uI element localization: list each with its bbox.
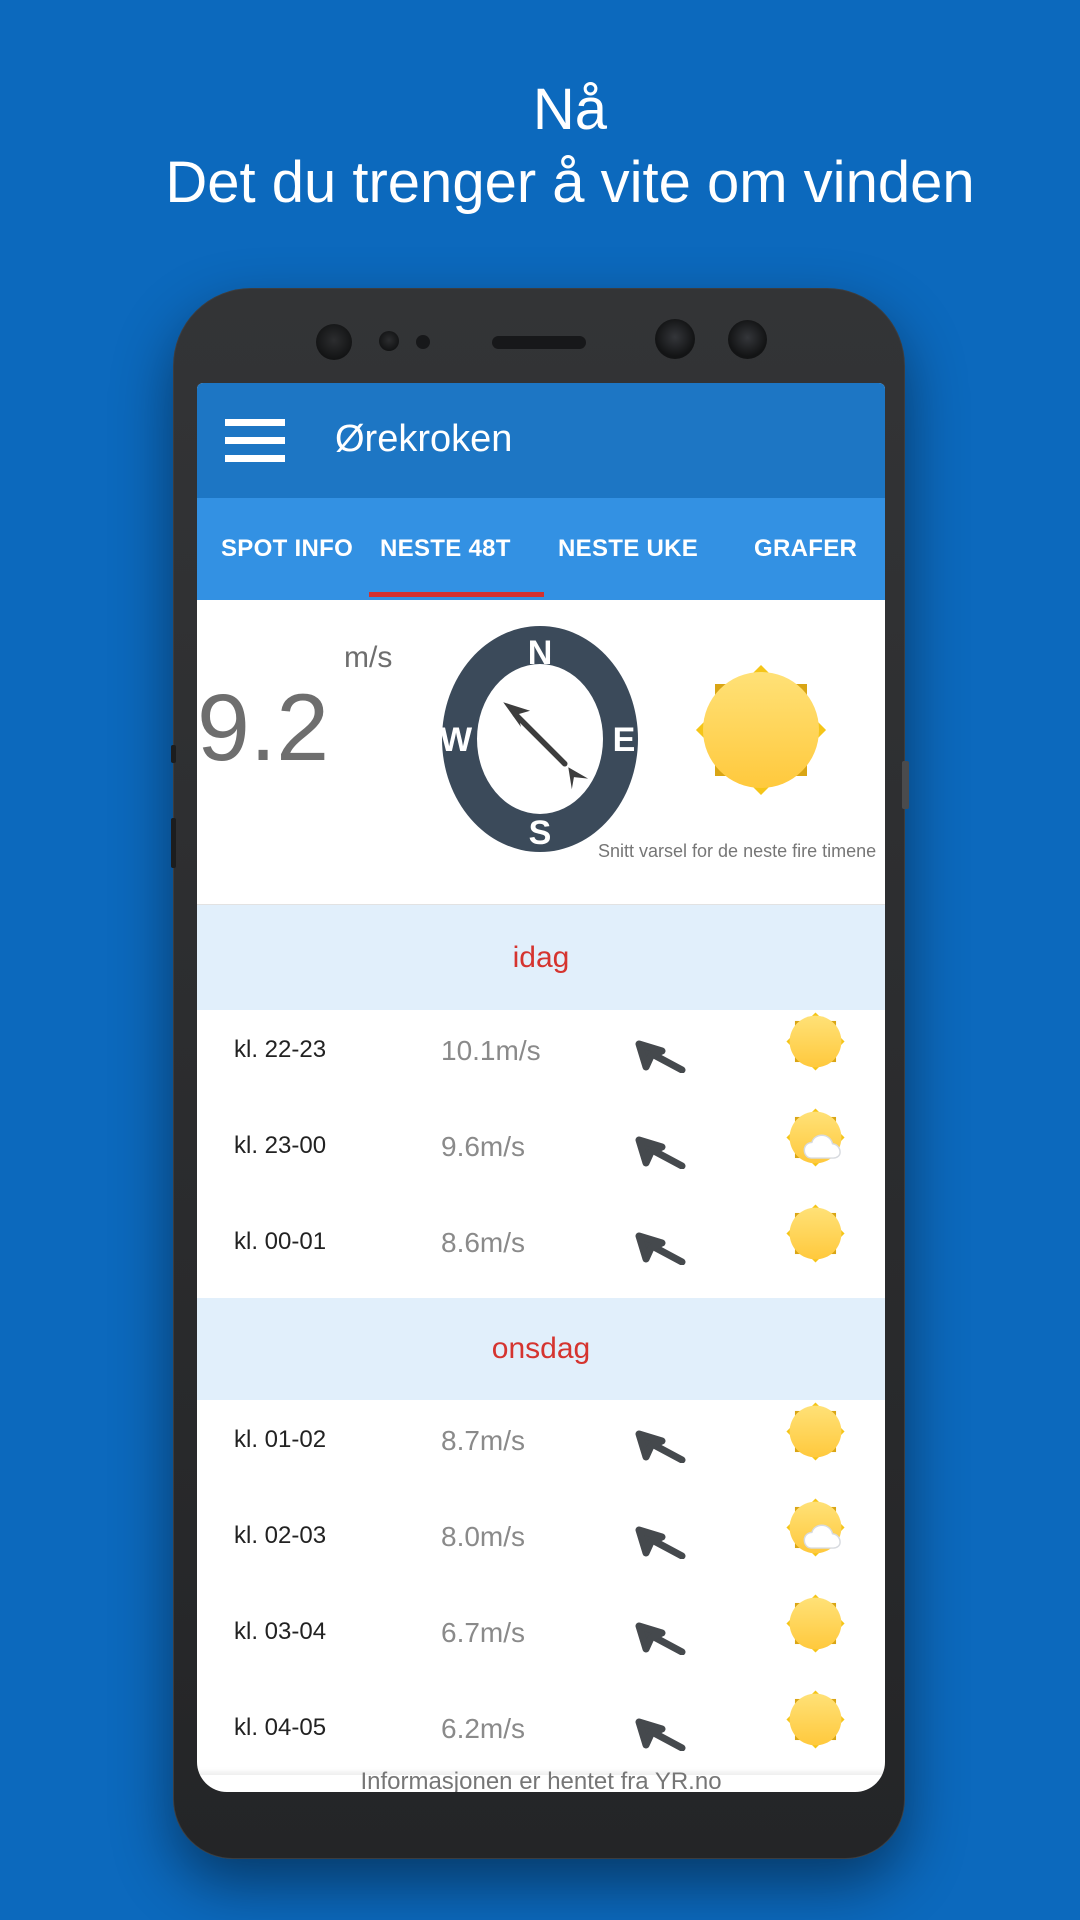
svg-text:S: S <box>529 814 552 852</box>
svg-text:E: E <box>613 721 636 759</box>
svg-text:W: W <box>440 721 473 759</box>
svg-text:N: N <box>528 634 553 672</box>
